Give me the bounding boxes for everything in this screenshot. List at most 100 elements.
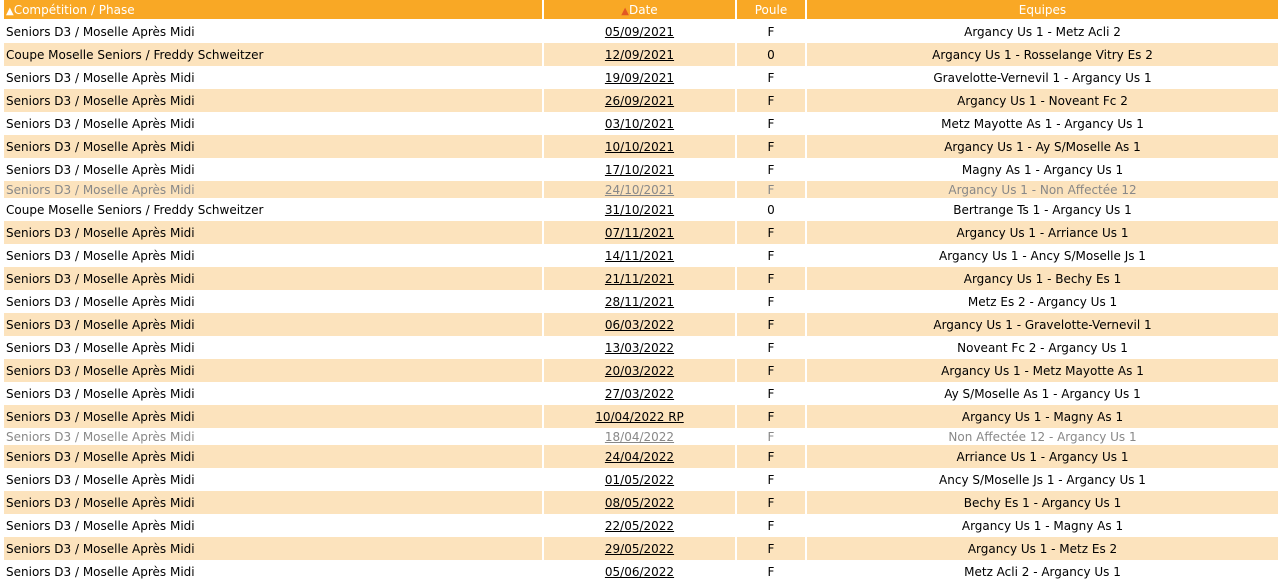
date-link[interactable]: 01/05/2022 bbox=[604, 472, 675, 487]
teams-cell: Metz Mayotte As 1 - Argancy Us 1 bbox=[941, 116, 1144, 131]
date-link[interactable]: 18/04/2022 bbox=[604, 429, 675, 444]
competition-cell: Seniors D3 / Moselle Après Midi bbox=[4, 491, 542, 514]
teams-cell: Argancy Us 1 - Non Affectée 12 bbox=[807, 181, 1278, 198]
poule-cell: 0 bbox=[767, 202, 775, 217]
table-row: Seniors D3 / Moselle Après Midi 21/11/20… bbox=[4, 267, 1278, 290]
poule-cell: F bbox=[767, 386, 775, 401]
competition-cell: Seniors D3 / Moselle Après Midi bbox=[6, 294, 195, 309]
table-row: Seniors D3 / Moselle Après Midi 05/09/20… bbox=[4, 20, 1278, 43]
table-row: Seniors D3 / Moselle Après Midi 10/04/20… bbox=[4, 405, 1278, 428]
competition-cell: Seniors D3 / Moselle Après Midi bbox=[6, 564, 195, 579]
competition-cell: Seniors D3 / Moselle Après Midi bbox=[6, 70, 195, 85]
date-link[interactable]: 20/03/2022 bbox=[604, 363, 675, 378]
table-row: Seniors D3 / Moselle Après Midi 28/11/20… bbox=[4, 290, 1278, 313]
date-cell: 01/05/2022 bbox=[544, 468, 735, 491]
poule-cell: F bbox=[767, 70, 775, 85]
date-link[interactable]: 31/10/2021 bbox=[604, 202, 675, 217]
competition-cell: Coupe Moselle Seniors / Freddy Schweitze… bbox=[4, 43, 542, 66]
date-link[interactable]: 17/10/2021 bbox=[604, 162, 675, 177]
date-link[interactable]: 10/10/2021 bbox=[604, 139, 675, 154]
competition-cell: Seniors D3 / Moselle Après Midi bbox=[4, 537, 542, 560]
poule-cell: F bbox=[767, 429, 775, 444]
poule-cell: F bbox=[737, 267, 805, 290]
date-cell: 18/04/2022 bbox=[544, 428, 735, 445]
table-row: Seniors D3 / Moselle Après Midi 06/03/20… bbox=[4, 313, 1278, 336]
date-link[interactable]: 29/05/2022 bbox=[604, 541, 675, 556]
competition-cell: Seniors D3 / Moselle Après Midi bbox=[4, 135, 542, 158]
date-link[interactable]: 24/10/2021 bbox=[604, 182, 675, 197]
date-link[interactable]: 14/11/2021 bbox=[604, 248, 675, 263]
column-header-poule[interactable]: Poule bbox=[737, 0, 805, 20]
competition-cell: Seniors D3 / Moselle Après Midi bbox=[6, 340, 195, 355]
poule-cell: F bbox=[767, 564, 775, 579]
table-row: Seniors D3 / Moselle Après Midi 08/05/20… bbox=[4, 491, 1278, 514]
date-link[interactable]: 08/05/2022 bbox=[604, 495, 675, 510]
date-cell: 28/11/2021 bbox=[544, 290, 735, 313]
date-link[interactable]: 26/09/2021 bbox=[604, 93, 675, 108]
date-link[interactable]: 22/05/2022 bbox=[604, 518, 675, 533]
date-link[interactable]: 05/06/2022 bbox=[604, 564, 675, 579]
poule-cell: F bbox=[767, 24, 775, 39]
competition-cell: Seniors D3 / Moselle Après Midi bbox=[6, 429, 195, 444]
date-link[interactable]: 24/04/2022 bbox=[604, 449, 675, 464]
date-cell: 13/03/2022 bbox=[544, 336, 735, 359]
date-cell: 17/10/2021 bbox=[544, 158, 735, 181]
date-cell: 29/05/2022 bbox=[544, 537, 735, 560]
date-cell: 07/11/2021 bbox=[544, 221, 735, 244]
competition-cell: Seniors D3 / Moselle Après Midi bbox=[4, 181, 542, 198]
date-cell: 31/10/2021 bbox=[544, 198, 735, 221]
teams-cell: Argancy Us 1 - Gravelotte-Vernevil 1 bbox=[807, 313, 1278, 336]
date-link[interactable]: 13/03/2022 bbox=[604, 340, 675, 355]
teams-cell: Argancy Us 1 - Rosselange Vitry Es 2 bbox=[807, 43, 1278, 66]
date-link[interactable]: 10/04/2022 RP bbox=[595, 409, 684, 424]
sort-asc-icon: ▲ bbox=[621, 5, 629, 17]
date-link[interactable]: 12/09/2021 bbox=[604, 47, 675, 62]
competition-cell: Seniors D3 / Moselle Après Midi bbox=[4, 221, 542, 244]
date-cell: 20/03/2022 bbox=[544, 359, 735, 382]
table-row: Seniors D3 / Moselle Après Midi 18/04/20… bbox=[4, 428, 1278, 445]
poule-cell: F bbox=[737, 181, 805, 198]
teams-cell: Argancy Us 1 - Metz Mayotte As 1 bbox=[807, 359, 1278, 382]
date-link[interactable]: 27/03/2022 bbox=[604, 386, 675, 401]
competition-cell: Seniors D3 / Moselle Après Midi bbox=[6, 472, 195, 487]
table-row: Seniors D3 / Moselle Après Midi 24/10/20… bbox=[4, 181, 1278, 198]
date-link[interactable]: 19/09/2021 bbox=[604, 70, 675, 85]
date-link[interactable]: 03/10/2021 bbox=[604, 116, 675, 131]
poule-cell: F bbox=[737, 359, 805, 382]
column-header-date[interactable]: ▲Date bbox=[544, 0, 735, 20]
column-header-equipes[interactable]: Equipes bbox=[807, 0, 1278, 20]
table-row: Seniors D3 / Moselle Après Midi 14/11/20… bbox=[4, 244, 1278, 267]
date-cell: 03/10/2021 bbox=[544, 112, 735, 135]
teams-cell: Ay S/Moselle As 1 - Argancy Us 1 bbox=[944, 386, 1141, 401]
competition-cell: Seniors D3 / Moselle Après Midi bbox=[6, 518, 195, 533]
date-cell: 12/09/2021 bbox=[544, 43, 735, 66]
competition-cell: Seniors D3 / Moselle Après Midi bbox=[4, 89, 542, 112]
date-link[interactable]: 28/11/2021 bbox=[604, 294, 675, 309]
teams-cell: Ancy S/Moselle Js 1 - Argancy Us 1 bbox=[939, 472, 1146, 487]
date-link[interactable]: 06/03/2022 bbox=[604, 317, 675, 332]
table-row: Coupe Moselle Seniors / Freddy Schweitze… bbox=[4, 198, 1278, 221]
table-row: Seniors D3 / Moselle Après Midi 10/10/20… bbox=[4, 135, 1278, 158]
poule-cell: F bbox=[737, 89, 805, 112]
teams-cell: Argancy Us 1 - Arriance Us 1 bbox=[807, 221, 1278, 244]
teams-cell: Gravelotte-Vernevil 1 - Argancy Us 1 bbox=[933, 70, 1152, 85]
column-header-competition[interactable]: ▲Compétition / Phase bbox=[4, 0, 542, 20]
date-cell: 24/10/2021 bbox=[544, 181, 735, 198]
date-link[interactable]: 07/11/2021 bbox=[604, 225, 675, 240]
competition-cell: Seniors D3 / Moselle Après Midi bbox=[4, 313, 542, 336]
teams-cell: Metz Acli 2 - Argancy Us 1 bbox=[964, 564, 1121, 579]
table-row: Seniors D3 / Moselle Après Midi 17/10/20… bbox=[4, 158, 1278, 181]
competition-cell: Seniors D3 / Moselle Après Midi bbox=[6, 24, 195, 39]
date-cell: 10/10/2021 bbox=[544, 135, 735, 158]
poule-cell: F bbox=[737, 537, 805, 560]
date-cell: 05/06/2022 bbox=[544, 560, 735, 583]
date-link[interactable]: 21/11/2021 bbox=[604, 271, 675, 286]
date-cell: 26/09/2021 bbox=[544, 89, 735, 112]
teams-cell: Argancy Us 1 - Metz Es 2 bbox=[807, 537, 1278, 560]
teams-cell: Metz Es 2 - Argancy Us 1 bbox=[967, 294, 1118, 309]
date-link[interactable]: 05/09/2021 bbox=[604, 24, 675, 39]
competition-cell: Coupe Moselle Seniors / Freddy Schweitze… bbox=[6, 202, 264, 217]
teams-cell: Argancy Us 1 - Magny As 1 bbox=[807, 405, 1278, 428]
poule-cell: F bbox=[737, 445, 805, 468]
